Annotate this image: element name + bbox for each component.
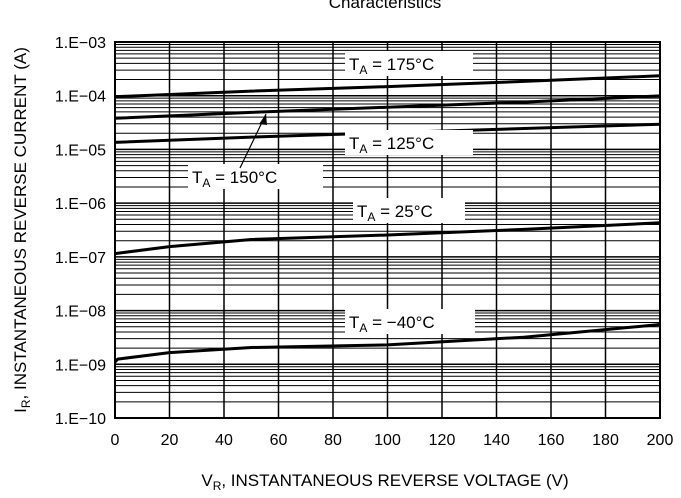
series-label: TA = 150°C bbox=[188, 164, 323, 190]
series-label-text: TA = 25°C bbox=[357, 202, 433, 224]
x-tick-label: 180 bbox=[592, 432, 619, 449]
series-line bbox=[114, 221, 661, 256]
x-tick-label: 40 bbox=[215, 432, 233, 449]
x-tick-label: 200 bbox=[647, 432, 674, 449]
y-tick-label: 1.E−04 bbox=[55, 89, 106, 106]
series-lines bbox=[113, 74, 661, 364]
x-tick-labels: 0 20 40 60 80 100 120 140 160 180 200 bbox=[111, 432, 674, 449]
x-tick-label: 80 bbox=[324, 432, 342, 449]
y-tick-label: 1.E−10 bbox=[55, 411, 106, 428]
x-tick-label: 0 bbox=[111, 432, 120, 449]
x-tick-label: 100 bbox=[374, 432, 401, 449]
y-tick-label: 1.E−08 bbox=[55, 304, 106, 321]
y-axis-label: IR, INSTANTANEOUS REVERSE CURRENT (A) bbox=[11, 47, 33, 413]
x-axis-label: VR, INSTANTANEOUS REVERSE VOLTAGE (V) bbox=[201, 471, 568, 493]
x-tick-label: 20 bbox=[161, 432, 179, 449]
chart-title: Characteristics bbox=[329, 0, 441, 12]
y-tick-label: 1.E−03 bbox=[55, 35, 106, 52]
x-tick-label: 160 bbox=[538, 432, 565, 449]
series-label-text: TA = 125°C bbox=[349, 134, 434, 156]
series-label: TA = −40°C bbox=[345, 309, 475, 335]
series-label: TA = 125°C bbox=[345, 130, 473, 156]
y-tick-label: 1.E−07 bbox=[55, 250, 106, 267]
x-tick-label: 140 bbox=[483, 432, 510, 449]
y-tick-label: 1.E−06 bbox=[55, 196, 106, 213]
series-line bbox=[114, 74, 661, 99]
plot-frame bbox=[114, 41, 661, 419]
label-leader-arrow bbox=[239, 113, 267, 169]
y-tick-label: 1.E−05 bbox=[55, 142, 106, 159]
series-label-text: TA = 150°C bbox=[192, 168, 277, 190]
series-line bbox=[113, 323, 661, 364]
y-tick-label: 1.E−09 bbox=[55, 357, 106, 374]
series-label-text: TA = −40°C bbox=[349, 313, 435, 335]
x-tick-label: 120 bbox=[429, 432, 456, 449]
x-tick-label: 60 bbox=[270, 432, 288, 449]
series-label: TA = 175°C bbox=[345, 51, 473, 77]
series-label-text: TA = 175°C bbox=[349, 55, 434, 77]
series-label: TA = 25°C bbox=[353, 198, 465, 224]
y-tick-labels: 1.E−03 1.E−04 1.E−05 1.E−06 1.E−07 1.E−08 1.E−… bbox=[55, 35, 106, 428]
series-labels: TA = 175°C TA = 150°C TA = 125°C TA = 25°C T… bbox=[188, 51, 475, 335]
series-line bbox=[114, 94, 661, 120]
